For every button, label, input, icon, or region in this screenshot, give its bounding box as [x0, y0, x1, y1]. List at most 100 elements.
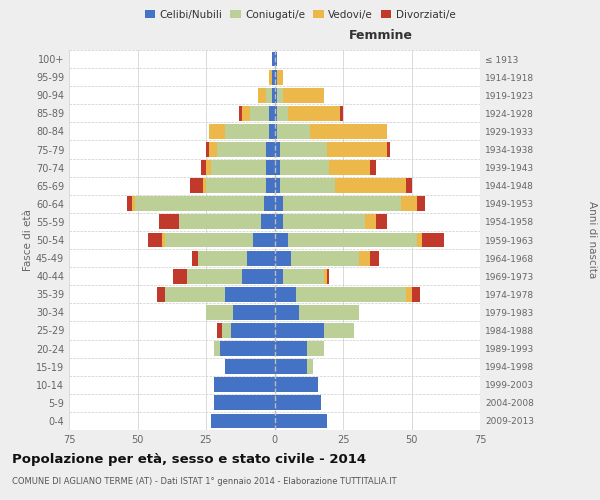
Bar: [275, 196, 283, 211]
Bar: [148, 232, 162, 248]
Bar: [162, 232, 165, 248]
Bar: [187, 269, 242, 283]
Bar: [277, 124, 310, 139]
Bar: [329, 160, 370, 175]
Bar: [206, 142, 209, 157]
Bar: [214, 341, 220, 356]
Bar: [225, 287, 275, 302]
Bar: [307, 341, 324, 356]
Bar: [275, 305, 299, 320]
Y-axis label: Fasce di età: Fasce di età: [23, 209, 33, 271]
Bar: [225, 359, 275, 374]
Bar: [225, 124, 269, 139]
Bar: [253, 232, 275, 248]
Text: COMUNE DI AGLIANO TERME (AT) - Dati ISTAT 1° gennaio 2014 - Elaborazione TUTTITA: COMUNE DI AGLIANO TERME (AT) - Dati ISTA…: [12, 478, 397, 486]
Bar: [214, 378, 275, 392]
Bar: [209, 142, 217, 157]
Bar: [272, 70, 275, 84]
Bar: [272, 52, 275, 66]
Bar: [206, 160, 211, 175]
Bar: [261, 214, 275, 230]
Bar: [283, 214, 365, 230]
Bar: [326, 142, 387, 157]
Bar: [269, 70, 272, 84]
Bar: [200, 160, 206, 175]
Bar: [326, 269, 329, 283]
Bar: [193, 250, 198, 266]
Bar: [127, 196, 132, 211]
Bar: [422, 232, 445, 248]
Bar: [275, 214, 283, 230]
Bar: [283, 88, 324, 102]
Text: Popolazione per età, sesso e stato civile - 2014: Popolazione per età, sesso e stato civil…: [12, 452, 366, 466]
Bar: [275, 178, 280, 193]
Bar: [376, 214, 387, 230]
Bar: [211, 160, 266, 175]
Bar: [340, 106, 343, 121]
Bar: [280, 160, 329, 175]
Bar: [275, 142, 280, 157]
Bar: [233, 305, 275, 320]
Bar: [283, 269, 324, 283]
Bar: [266, 142, 275, 157]
Bar: [269, 106, 275, 121]
Bar: [266, 88, 272, 102]
Bar: [135, 196, 263, 211]
Bar: [275, 124, 277, 139]
Bar: [275, 396, 321, 410]
Bar: [214, 396, 275, 410]
Y-axis label: Anni di nascita: Anni di nascita: [587, 202, 596, 278]
Bar: [406, 178, 412, 193]
Bar: [359, 250, 370, 266]
Bar: [387, 142, 389, 157]
Bar: [417, 232, 422, 248]
Bar: [165, 232, 253, 248]
Bar: [335, 178, 406, 193]
Bar: [203, 178, 206, 193]
Bar: [277, 70, 283, 84]
Bar: [242, 269, 275, 283]
Bar: [266, 160, 275, 175]
Bar: [280, 178, 335, 193]
Bar: [288, 232, 417, 248]
Bar: [283, 196, 401, 211]
Bar: [173, 269, 187, 283]
Bar: [211, 414, 275, 428]
Bar: [324, 323, 354, 338]
Bar: [288, 106, 340, 121]
Bar: [275, 287, 296, 302]
Bar: [209, 124, 225, 139]
Bar: [258, 88, 266, 102]
Bar: [275, 88, 277, 102]
Bar: [217, 323, 223, 338]
Bar: [242, 106, 250, 121]
Bar: [307, 359, 313, 374]
Bar: [324, 269, 326, 283]
Bar: [269, 124, 275, 139]
Legend: Celibi/Nubili, Coniugati/e, Vedovi/e, Divorziati/e: Celibi/Nubili, Coniugati/e, Vedovi/e, Di…: [143, 8, 457, 22]
Bar: [275, 414, 326, 428]
Bar: [370, 250, 379, 266]
Bar: [365, 214, 376, 230]
Bar: [165, 287, 225, 302]
Bar: [277, 106, 288, 121]
Bar: [272, 88, 275, 102]
Bar: [275, 341, 307, 356]
Bar: [160, 214, 179, 230]
Text: Femmine: Femmine: [349, 30, 413, 43]
Bar: [266, 178, 275, 193]
Bar: [230, 323, 275, 338]
Bar: [275, 250, 291, 266]
Bar: [157, 287, 165, 302]
Bar: [247, 250, 275, 266]
Bar: [239, 106, 242, 121]
Bar: [132, 196, 135, 211]
Bar: [275, 160, 280, 175]
Bar: [417, 196, 425, 211]
Bar: [275, 269, 283, 283]
Bar: [223, 323, 230, 338]
Bar: [291, 250, 359, 266]
Bar: [275, 378, 319, 392]
Bar: [275, 232, 288, 248]
Bar: [275, 106, 277, 121]
